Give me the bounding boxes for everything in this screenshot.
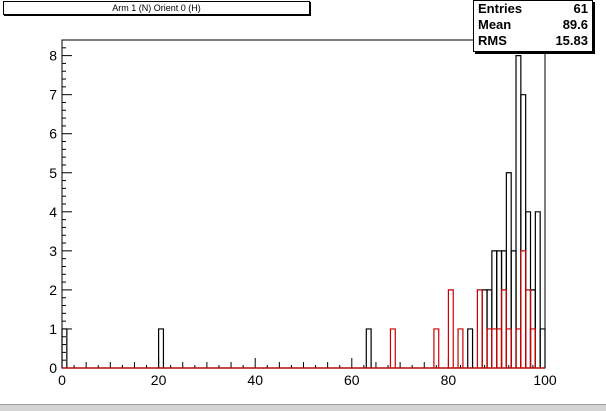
histogram-bin (158, 328, 165, 368)
histogram-bin (525, 289, 532, 368)
histogram-bin (447, 289, 454, 368)
histogram-bin (476, 289, 483, 368)
stat-key: Mean (478, 17, 512, 32)
y-tick-label: 7 (49, 87, 57, 103)
histogram-bin (481, 289, 488, 368)
histogram-bin (534, 211, 541, 368)
stat-key: RMS (478, 33, 507, 48)
stat-row-entries: Entries 61 (478, 1, 588, 17)
histogram-bin (496, 328, 503, 368)
stat-value: 89.6 (562, 17, 588, 32)
x-tick-label: 100 (533, 372, 557, 388)
histogram-bin (500, 289, 507, 368)
histogram-bin (520, 250, 527, 368)
histogram-bin (505, 328, 512, 368)
histogram-bin (365, 328, 372, 368)
y-tick-label: 1 (49, 321, 57, 337)
x-tick-label: 60 (344, 372, 360, 388)
histogram-bin (496, 250, 503, 368)
status-bar (0, 404, 606, 411)
histogram-bin (505, 172, 512, 368)
histogram-title: Arm 1 (N) Orient 0 (H) (3, 1, 310, 15)
y-tick-label: 8 (49, 48, 57, 64)
histogram-bin (500, 250, 507, 368)
axes: 0 20 40 60 80 100 0 1 2 3 4 5 6 7 8 (49, 39, 557, 388)
x-tick-label: 0 (58, 372, 66, 388)
y-tick-label: 5 (49, 165, 57, 181)
histogram-bin (529, 328, 536, 368)
histogram-bin (520, 94, 527, 368)
title-text: Arm 1 (N) Orient 0 (H) (112, 3, 201, 13)
histogram-bin (491, 328, 498, 368)
histogram-bin (539, 328, 546, 368)
stat-key: Entries (478, 1, 523, 16)
stat-value: 61 (573, 1, 588, 16)
histogram-bin (515, 55, 522, 368)
y-tick-label: 4 (49, 204, 57, 220)
stat-value: 15.83 (555, 33, 588, 48)
x-tick-label: 80 (441, 372, 457, 388)
histogram-bin (457, 328, 464, 368)
y-tick-label: 6 (49, 126, 57, 142)
stat-row-mean: Mean 89.6 (478, 17, 588, 33)
histogram-bin (389, 328, 396, 368)
x-tick-label: 20 (151, 372, 167, 388)
histogram-bin (486, 328, 493, 368)
histogram-bin (515, 328, 522, 368)
histogram-bin (433, 328, 440, 368)
histogram-bin (510, 250, 517, 368)
histogram-bin (467, 328, 474, 368)
stat-row-rms: RMS 15.83 (478, 33, 588, 49)
histogram-bin (61, 328, 68, 368)
y-tick-label: 3 (49, 243, 57, 259)
x-tick-label: 40 (247, 372, 263, 388)
y-tick-label: 2 (49, 282, 57, 298)
y-tick-label: 0 (49, 360, 57, 376)
plot-frame (61, 39, 546, 369)
series-layer (61, 55, 546, 369)
stats-box: Entries 61 Mean 89.6 RMS 15.83 (473, 0, 593, 52)
histogram-bin (491, 250, 498, 368)
